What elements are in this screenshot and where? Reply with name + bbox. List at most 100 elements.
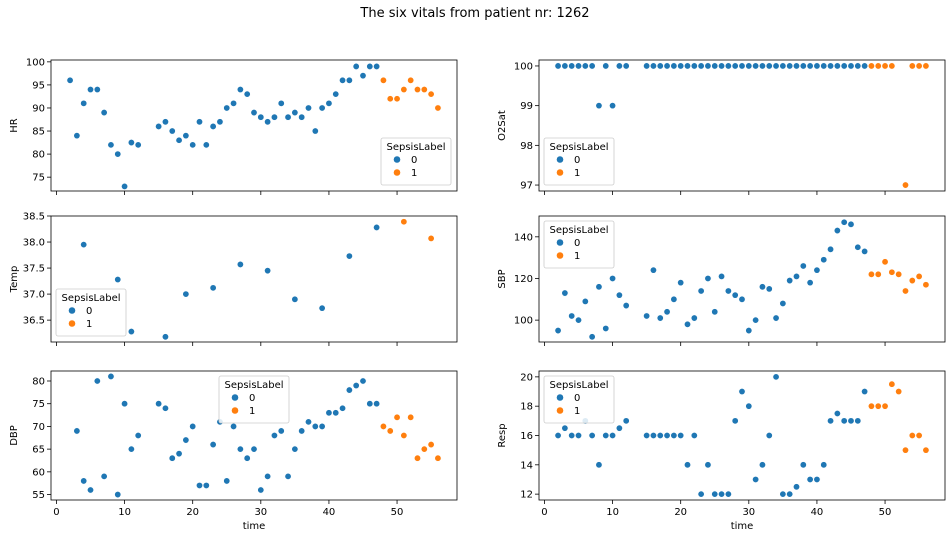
data-point (236, 86, 244, 94)
data-point (656, 431, 664, 439)
y-tick-label: 20 (520, 372, 533, 383)
data-point (704, 274, 712, 282)
y-tick-label: 75 (32, 173, 45, 184)
y-tick-label: 70 (32, 422, 45, 433)
data-point (400, 218, 408, 226)
data-point (697, 287, 705, 295)
y-tick-label: 38.5 (23, 212, 45, 223)
data-point (861, 247, 869, 255)
data-point (901, 446, 909, 454)
data-point (820, 62, 828, 70)
data-point (87, 486, 95, 494)
y-tick-label: 12 (520, 490, 533, 501)
y-tick-label: 80 (32, 376, 45, 387)
figure-title: The six vitals from patient nr: 1262 (360, 6, 590, 21)
y-tick-label: 75 (32, 399, 45, 410)
legend-label-0: 0 (411, 155, 417, 166)
data-point (291, 445, 299, 453)
data-point (359, 377, 367, 385)
y-tick-label: 14 (520, 460, 533, 471)
data-point (718, 62, 726, 70)
data-point (264, 118, 272, 126)
y-tick-label: 18 (520, 402, 533, 413)
data-point (711, 490, 719, 498)
data-point (684, 461, 692, 469)
data-point (291, 109, 299, 117)
data-point (127, 445, 135, 453)
data-point (874, 270, 882, 278)
data-point (561, 424, 569, 432)
x-tick-label: 40 (811, 507, 824, 518)
data-point (80, 241, 88, 249)
data-point (298, 427, 306, 435)
data-point (786, 277, 794, 285)
data-point (427, 90, 435, 98)
data-point (257, 486, 265, 494)
data-point (772, 373, 780, 381)
data-point (908, 277, 916, 285)
legend-title: SepsisLabel (549, 225, 608, 236)
legend-label-0: 0 (574, 393, 580, 404)
data-point (602, 431, 610, 439)
data-point (677, 431, 685, 439)
data-point (339, 76, 347, 84)
legend-label-1: 1 (574, 168, 580, 179)
data-point (264, 472, 272, 480)
data-point (202, 141, 210, 149)
data-point (223, 104, 231, 112)
legend-title: SepsisLabel (224, 380, 283, 391)
data-point (386, 427, 394, 435)
y-tick-label: 98 (520, 141, 533, 152)
y-tick-label: 97 (520, 181, 533, 192)
data-point (663, 62, 671, 70)
data-point (799, 62, 807, 70)
x-tick-label: 20 (674, 507, 687, 518)
x-tick-label: 0 (541, 507, 547, 518)
data-point (325, 409, 333, 417)
data-point (407, 76, 415, 84)
data-point (114, 276, 122, 284)
legend-label-1: 1 (86, 319, 92, 330)
data-point (731, 417, 739, 425)
x-tick-label: 0 (53, 507, 59, 518)
data-point (230, 422, 238, 430)
legend-marker-1 (556, 406, 564, 415)
data-point (609, 102, 617, 110)
panel-hr: 75 80 85 90 95 100 HR SepsisLabel 0 1 (9, 57, 458, 195)
data-point (745, 327, 753, 335)
data-point (311, 422, 319, 430)
data-point (575, 431, 583, 439)
data-point (922, 446, 930, 454)
data-point (731, 62, 739, 70)
data-point (588, 431, 596, 439)
data-point (250, 109, 258, 117)
data-point (243, 454, 251, 462)
data-point (373, 62, 381, 70)
data-point (114, 150, 122, 158)
data-point (643, 62, 651, 70)
legend: SepsisLabel 0 1 (543, 220, 615, 269)
data-point (209, 284, 217, 292)
data-point (223, 477, 231, 485)
data-point (827, 417, 835, 425)
data-point (182, 436, 190, 444)
legend-title: SepsisLabel (61, 293, 120, 304)
data-point (731, 291, 739, 299)
data-point (779, 299, 787, 307)
data-point (270, 113, 278, 121)
data-point (888, 380, 896, 388)
legend-title: SepsisLabel (386, 142, 445, 153)
data-point (711, 308, 719, 316)
x-tick-label: 50 (391, 507, 404, 518)
x-axis-label: time (243, 521, 266, 532)
data-point (724, 490, 732, 498)
data-point (413, 86, 421, 94)
data-point (304, 104, 312, 112)
plot-frame (50, 215, 458, 343)
data-point (799, 461, 807, 469)
data-point (196, 118, 204, 126)
data-point (677, 279, 685, 287)
data-point (649, 431, 657, 439)
data-point (779, 62, 787, 70)
